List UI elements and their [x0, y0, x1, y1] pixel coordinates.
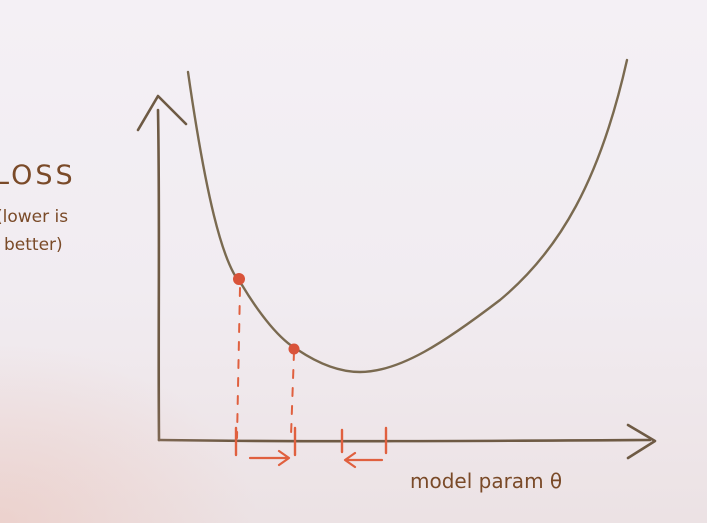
y-axis-note-line2: better): [4, 235, 63, 255]
x-axis: [157, 438, 652, 443]
y-axis-note-line1: (lower is: [0, 207, 68, 227]
guide-line-2: [290, 351, 295, 437]
x-axis-arrowhead: [626, 423, 657, 460]
guide-line-1: [236, 287, 241, 439]
y-axis: [156, 108, 161, 442]
loss-curve: [186, 58, 629, 374]
point-1: [233, 273, 245, 285]
y-axis-arrowhead: [136, 94, 188, 132]
step-arrow-right: [248, 449, 291, 467]
point-2: [288, 343, 300, 355]
step-arrow-left: [343, 451, 384, 469]
x-axis-title: model param θ: [410, 469, 562, 493]
y-axis-title: LOSS: [0, 160, 76, 191]
